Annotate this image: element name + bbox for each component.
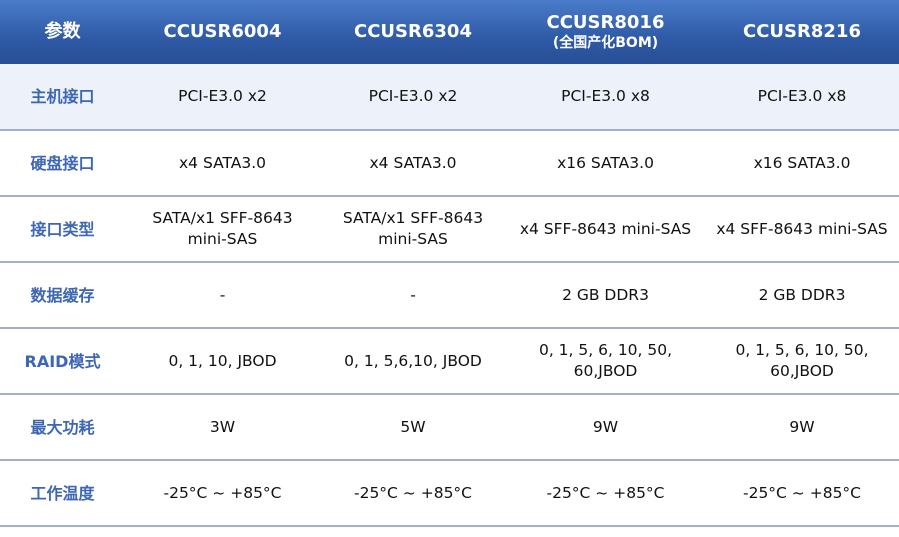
cell-value: 0, 1, 5, 6, 10, 50, 60,JBOD — [538, 341, 673, 380]
table-row: RAID模式 0, 1, 10, JBOD 0, 1, 5,6,10, JBOD 0,… — [0, 328, 899, 394]
header-row: 参数 CCUSR6004 CCUSR6304 CCUSR8016 (全国产化BOM… — [0, 0, 899, 64]
cell-value: 0, 1, 5,6,10, JBOD — [344, 351, 482, 370]
row-label: 最大功耗 — [30, 417, 95, 437]
cell-value: - — [410, 285, 416, 304]
header-param: 参数 — [44, 21, 81, 42]
cell-value: x4 SFF-8643 mini-SAS — [519, 219, 692, 238]
header-model: CCUSR6004 — [125, 0, 320, 64]
header-model: CCUSR8016 (全国产化BOM) — [506, 0, 705, 64]
cell-value: 3W — [209, 417, 236, 436]
cell-value: 0, 1, 10, JBOD — [168, 351, 277, 370]
cell-value: 0, 1, 5, 6, 10, 50, 60,JBOD — [735, 341, 869, 380]
cell-value: SATA/x1 SFF-8643 mini-SAS — [152, 209, 293, 248]
cell-value: x16 SATA3.0 — [753, 153, 851, 172]
row-label: 接口类型 — [30, 219, 95, 239]
row-label: 主机接口 — [30, 87, 95, 106]
cell-value: 2 GB DDR3 — [758, 285, 846, 304]
model-note: (全国产化BOM) — [552, 35, 659, 51]
cell-value: -25°C ~ +85°C — [546, 483, 665, 502]
cell-value: PCI-E3.0 x2 — [178, 87, 267, 105]
table-row: 最大功耗 3W 5W 9W 9W — [0, 394, 899, 460]
model-name: CCUSR8016 — [546, 12, 665, 33]
cell-value: SATA/x1 SFF-8643 mini-SAS — [342, 209, 484, 248]
row-label: 硬盘接口 — [30, 153, 95, 173]
table-row: 接口类型 SATA/x1 SFF-8643 mini-SAS SATA/x1 SFF… — [0, 196, 899, 262]
cell-value: 9W — [789, 417, 815, 436]
table-row: 数据缓存 - - 2 GB DDR3 2 GB DDR3 — [0, 262, 899, 328]
cell-value: 5W — [400, 417, 426, 436]
cell-value: -25°C ~ +85°C — [353, 483, 472, 502]
table-row: 硬盘接口 x4 SATA3.0 x4 SATA3.0 x16 SATA3.0 x16 S… — [0, 130, 899, 196]
model-name: CCUSR6004 — [163, 21, 282, 42]
cell-value: PCI-E3.0 x8 — [561, 87, 650, 105]
cell-value: 9W — [592, 417, 619, 436]
row-label: RAID模式 — [24, 351, 101, 371]
header-model: CCUSR8216 — [705, 0, 899, 64]
cell-value: x4 SATA3.0 — [178, 153, 266, 172]
cell-value: x16 SATA3.0 — [557, 153, 654, 172]
cell-value: x4 SATA3.0 — [369, 153, 457, 172]
table-row: 工作温度 -25°C ~ +85°C -25°C ~ +85°C -25°C ~ +8… — [0, 460, 899, 526]
cell-value: - — [219, 285, 226, 304]
row-label: 数据缓存 — [30, 285, 95, 305]
header-model: CCUSR6304 — [320, 0, 506, 64]
cell-value: x4 SFF-8643 mini-SAS — [716, 219, 888, 238]
table-row: 主机接口 PCI-E3.0 x2 PCI-E3.0 x2 PCI-E3.0 x8 PCI… — [0, 64, 899, 130]
row-label: 工作温度 — [30, 483, 95, 503]
cell-value: -25°C ~ +85°C — [742, 483, 861, 502]
model-name: CCUSR6304 — [354, 21, 472, 42]
cell-value: PCI-E3.0 x8 — [757, 87, 847, 105]
cell-value: PCI-E3.0 x2 — [368, 87, 458, 105]
cell-value: -25°C ~ +85°C — [163, 483, 282, 502]
model-name: CCUSR8216 — [743, 21, 861, 42]
cell-value: 2 GB DDR3 — [562, 285, 649, 304]
